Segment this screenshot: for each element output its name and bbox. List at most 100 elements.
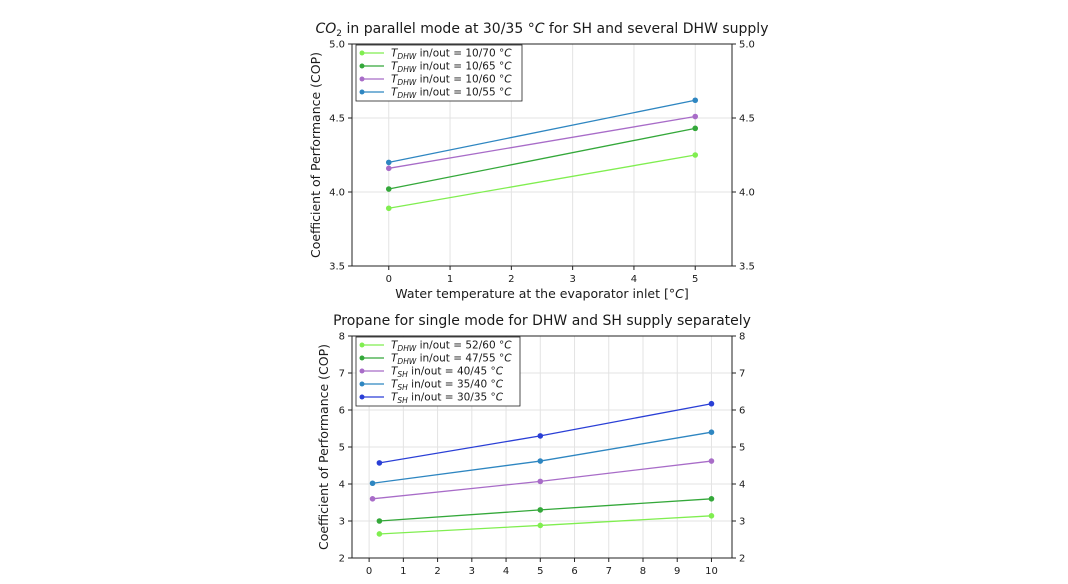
legend-unit: °C	[491, 366, 504, 378]
legend-unit: °C	[499, 61, 512, 73]
legend-unit: °C	[499, 353, 512, 365]
legend-unit: °C	[499, 87, 512, 99]
data-point	[537, 507, 544, 513]
data-point	[376, 460, 383, 466]
legend-symbol: T	[391, 340, 399, 352]
series-line-3	[388, 115, 696, 169]
x-tick-label: 8	[640, 566, 646, 577]
title-text: for SH and several DHW supply	[544, 21, 768, 37]
x-axis-label: Water temperature at the evaporator inle…	[395, 286, 688, 301]
title-unit: °C	[528, 21, 545, 37]
legend-unit: °C	[491, 392, 504, 404]
y-axis-label: Coefficient of Performance (COP)	[316, 344, 331, 550]
x-tick-label: 10	[705, 566, 718, 577]
legend-marker	[359, 89, 365, 95]
x-axis-label-text: ]	[684, 286, 689, 301]
legend-subscript: DHW	[397, 91, 416, 100]
data-point	[692, 152, 699, 158]
x-tick-label: 1	[400, 566, 406, 577]
data-point	[385, 165, 392, 172]
y-tick-label: 6	[339, 406, 345, 417]
x-tick-label: 2	[434, 566, 440, 577]
x-tick-label: 7	[606, 566, 612, 577]
x-axis-label-unit: °C	[669, 286, 684, 301]
right-y-tick-label: 2	[739, 554, 745, 565]
x-tick-label: 9	[674, 566, 680, 577]
data-point	[708, 458, 715, 464]
data-point	[537, 522, 544, 529]
right-y-tick-label: 5.0	[739, 40, 755, 51]
chart-title: CO2 in parallel mode at 30/35 °C for SH …	[316, 21, 769, 39]
data-point	[692, 125, 699, 132]
legend-label: in/out = 52/60	[416, 340, 499, 352]
data-point	[537, 478, 544, 485]
series-line-1	[388, 154, 696, 209]
series-line-4	[388, 99, 696, 164]
title-text: in parallel mode at 30/35	[342, 21, 528, 37]
legend-label: in/out = 47/55	[416, 353, 499, 365]
y-tick-label: 5.0	[329, 40, 345, 51]
plot-frame	[351, 43, 733, 267]
y-tick-label: 7	[339, 369, 345, 380]
legend-subscript: SH	[397, 383, 408, 392]
data-point	[376, 518, 383, 524]
legend-marker	[359, 368, 365, 374]
legend-marker	[359, 342, 365, 348]
right-y-tick-label: 7	[739, 369, 745, 380]
legend-subscript: DHW	[397, 344, 416, 353]
legend-subscript: SH	[397, 370, 408, 379]
series-line-5	[379, 403, 712, 464]
right-y-tick-label: 8	[739, 332, 745, 343]
y-tick-label: 4.5	[329, 114, 345, 125]
legend-label: in/out = 10/70	[416, 48, 499, 60]
legend-marker	[359, 63, 365, 69]
x-tick-label: 0	[366, 566, 372, 577]
data-point	[708, 400, 715, 407]
y-tick-label: 5	[339, 443, 345, 454]
x-tick-label: 1	[447, 274, 453, 285]
legend-symbol: T	[391, 392, 399, 404]
data-point	[692, 97, 699, 104]
legend-entry-1: TDHW in/out = 52/60 °C	[391, 340, 512, 354]
right-y-tick-label: 3	[739, 517, 745, 528]
legend-unit: °C	[491, 379, 504, 391]
legend-subscript: DHW	[397, 78, 416, 87]
right-y-tick-label: 4	[739, 480, 745, 491]
legend-marker	[359, 50, 365, 56]
series-line-2	[388, 127, 696, 190]
legend-unit: °C	[499, 48, 512, 60]
legend-entry-1: TDHW in/out = 10/70 °C	[391, 48, 512, 62]
data-point	[708, 496, 715, 502]
data-point	[369, 496, 376, 502]
legend-label: in/out = 10/55	[416, 87, 499, 99]
legend-symbol: T	[391, 48, 399, 60]
legend-entry-2: TDHW in/out = 47/55 °C	[391, 353, 512, 367]
y-tick-label: 3.5	[329, 262, 345, 273]
data-point	[385, 186, 392, 192]
legend-label: in/out = 30/35	[408, 392, 491, 404]
data-point	[537, 458, 544, 464]
legend-unit: °C	[499, 340, 512, 352]
legend-entry-4: TSH in/out = 35/40 °C	[391, 379, 504, 393]
data-point	[385, 205, 392, 212]
legend-entry-2: TDHW in/out = 10/65 °C	[391, 61, 512, 75]
legend-symbol: T	[391, 87, 399, 99]
x-tick-label: 3	[469, 566, 475, 577]
legend-entry-4: TDHW in/out = 10/55 °C	[391, 87, 512, 101]
right-y-tick-label: 4.5	[739, 114, 755, 125]
data-point	[537, 433, 544, 439]
legend-entry-3: TSH in/out = 40/45 °C	[391, 366, 504, 380]
y-tick-label: 2	[339, 554, 345, 565]
data-point	[385, 159, 392, 166]
legend-label: in/out = 35/40	[408, 379, 491, 391]
y-tick-label: 8	[339, 332, 345, 343]
y-tick-label: 3	[339, 517, 345, 528]
title-formula: CO	[316, 21, 337, 37]
legend-symbol: T	[391, 366, 399, 378]
data-point	[369, 480, 376, 487]
title-subscript: 2	[336, 29, 342, 39]
legend-marker	[359, 76, 365, 82]
legend-marker	[359, 381, 365, 387]
